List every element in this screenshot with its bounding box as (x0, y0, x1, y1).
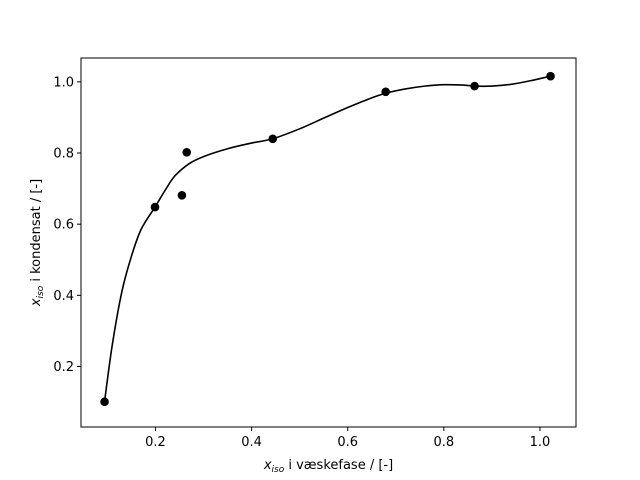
y-tick-label: 0.6 (53, 218, 74, 233)
y-tick-label: 1.0 (53, 75, 74, 90)
x-tick-label: 0.2 (145, 435, 166, 450)
y-axis: 0.2 0.4 0.6 0.8 1.0 (53, 75, 81, 375)
data-point (182, 147, 192, 157)
x-tick-label: 0.4 (241, 435, 262, 450)
data-point (177, 191, 187, 200)
data-point (381, 87, 390, 97)
y-tick-label: 0.2 (53, 360, 74, 375)
y-tick-label: 0.8 (53, 147, 74, 162)
x-tick-label: 0.8 (433, 435, 454, 450)
series-layer (100, 71, 555, 407)
x-tick-label: 1.0 (530, 435, 551, 450)
y-axis-label: xiso i kondensat / [-] (29, 179, 46, 307)
x-axis: 0.2 0.4 0.6 0.8 1.0 (145, 427, 550, 450)
data-point (150, 202, 160, 212)
plot-area (80, 57, 577, 428)
x-tick-label: 0.6 (337, 435, 358, 450)
y-tick-label: 0.4 (53, 289, 74, 304)
data-point (100, 397, 109, 407)
data-point (268, 134, 278, 144)
data-point (470, 81, 479, 91)
x-axis-label: xiso i væskefase / [-] (263, 458, 393, 475)
data-point (546, 71, 555, 81)
